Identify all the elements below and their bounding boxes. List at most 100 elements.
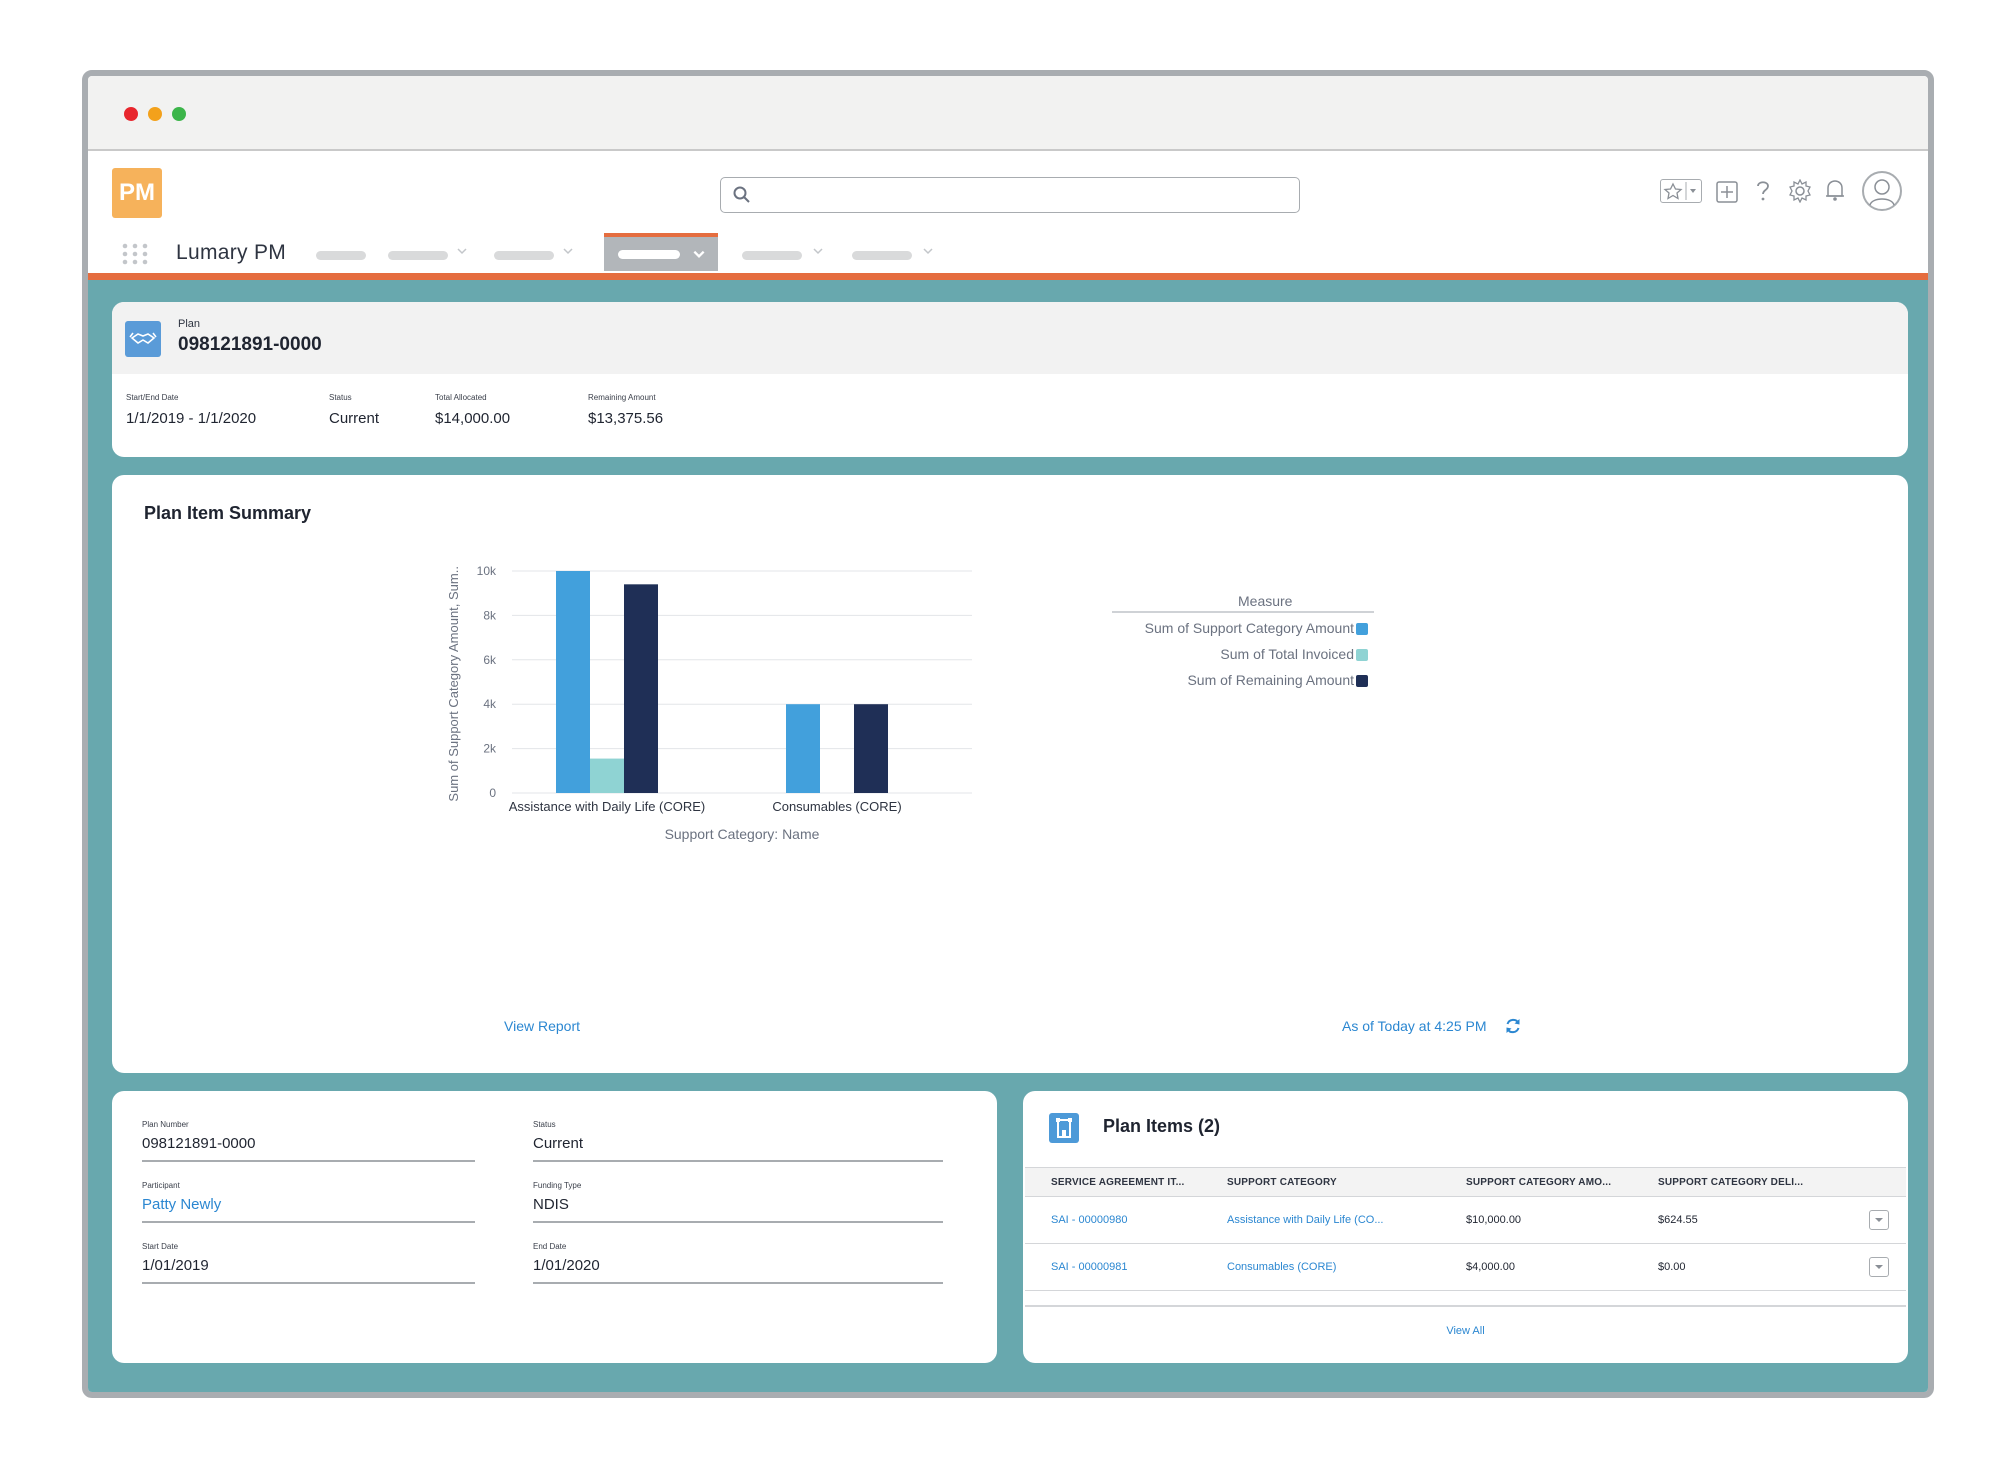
page-content: Plan 098121891-0000 Start/End Date 1/1/2… xyxy=(88,280,1928,1392)
row-menu-icon xyxy=(1875,1265,1883,1269)
chevron-down-icon[interactable] xyxy=(456,245,468,257)
legend-item-remaining[interactable]: Sum of Remaining Amount xyxy=(1187,672,1354,688)
chevron-down-icon[interactable] xyxy=(922,245,934,257)
service-agreement-item-link[interactable]: SAI - 00000980 xyxy=(1051,1214,1128,1226)
plan-number-label: Plan Number xyxy=(142,1120,189,1129)
support-category-amount: $10,000.00 xyxy=(1466,1214,1522,1226)
y-tick-label: 4k xyxy=(483,697,497,711)
legend-divider xyxy=(1112,611,1374,613)
plan-item-summary-card: Plan Item Summary 0 2k 4k 6k 8k 10k Assistance… xyxy=(112,475,1908,1073)
support-category-link[interactable]: Consumables (CORE) xyxy=(1227,1261,1337,1273)
nav-tab-1[interactable] xyxy=(316,251,366,260)
chart-bar[interactable] xyxy=(854,704,888,793)
nav-tab-3[interactable] xyxy=(494,251,554,260)
participant-link[interactable]: Patty Newly xyxy=(142,1196,222,1213)
highlight-label-total: Total Allocated xyxy=(435,393,487,402)
y-tick-label: 2k xyxy=(483,742,497,756)
service-agreement-item-link[interactable]: SAI - 00000981 xyxy=(1051,1261,1128,1273)
nav-tab-active[interactable] xyxy=(604,233,718,271)
legend-item-amount[interactable]: Sum of Support Category Amount xyxy=(1144,620,1354,636)
help-icon[interactable] xyxy=(1754,179,1772,203)
global-header: PM xyxy=(88,153,1928,273)
table-row: SAI - 00000980 Assistance with Daily Lif… xyxy=(1025,1197,1906,1244)
app-launcher-icon[interactable] xyxy=(122,243,148,265)
highlight-label-remaining: Remaining Amount xyxy=(588,393,656,402)
view-report-link[interactable]: View Report xyxy=(504,1018,581,1034)
chevron-down-icon[interactable] xyxy=(562,245,574,257)
table-footer-divider xyxy=(1025,1305,1906,1307)
window-titlebar xyxy=(88,76,1928,151)
participant-label: Participant xyxy=(142,1181,180,1190)
support-category-delivered: $0.00 xyxy=(1658,1261,1686,1273)
legend-swatch-remaining xyxy=(1356,675,1368,687)
record-type-label: Plan xyxy=(178,318,201,330)
user-avatar[interactable] xyxy=(1862,171,1902,211)
table-header: SERVICE AGREEMENT IT... SUPPORT CATEGORY… xyxy=(1025,1167,1906,1197)
record-title: 098121891-0000 xyxy=(178,334,322,355)
end-date-value: 1/01/2020 xyxy=(533,1257,600,1274)
column-header[interactable]: SUPPORT CATEGORY AMO... xyxy=(1466,1177,1612,1188)
chevron-down-icon[interactable] xyxy=(812,245,824,257)
legend-title: Measure xyxy=(1238,593,1293,609)
row-menu-button[interactable] xyxy=(1869,1210,1889,1230)
global-search-input[interactable] xyxy=(720,177,1300,213)
add-icon[interactable] xyxy=(1716,181,1738,203)
start-date-label: Start Date xyxy=(142,1242,179,1251)
view-all-link[interactable]: View All xyxy=(1446,1325,1485,1337)
plan-items-title[interactable]: Plan Items (2) xyxy=(1103,1116,1221,1136)
column-header[interactable]: SUPPORT CATEGORY xyxy=(1227,1177,1337,1188)
legend-item-invoiced[interactable]: Sum of Total Invoiced xyxy=(1220,646,1354,662)
funding-type-value: NDIS xyxy=(533,1196,569,1213)
chart-bar[interactable] xyxy=(786,704,820,793)
field-divider xyxy=(142,1221,475,1223)
y-tick-label: 8k xyxy=(483,608,497,622)
maximize-window-button[interactable] xyxy=(172,107,186,121)
settings-icon[interactable] xyxy=(1788,179,1812,203)
nav-tab-6[interactable] xyxy=(852,251,912,260)
plan-details-card: Plan Number 098121891-0000 Status Curren… xyxy=(112,1091,997,1363)
table-row: SAI - 00000981 Consumables (CORE) $4,000… xyxy=(1025,1244,1906,1291)
summary-bar-chart: 0 2k 4k 6k 8k 10k Assistance with Daily Life (… xyxy=(446,565,972,842)
close-window-button[interactable] xyxy=(124,107,138,121)
support-category-amount: $4,000.00 xyxy=(1466,1261,1515,1273)
row-menu-icon xyxy=(1875,1218,1883,1222)
legend-swatch-invoiced xyxy=(1356,649,1368,661)
chart-bar[interactable] xyxy=(590,758,624,793)
record-header: Plan 098121891-0000 xyxy=(112,302,1908,374)
nav-tab-2[interactable] xyxy=(388,251,448,260)
x-axis-title: Support Category: Name xyxy=(665,826,820,842)
chart-bar[interactable] xyxy=(624,584,658,793)
column-header[interactable]: SUPPORT CATEGORY DELI... xyxy=(1658,1177,1804,1188)
refresh-icon[interactable] xyxy=(1504,1017,1522,1035)
field-divider xyxy=(142,1282,475,1284)
record-header-card: Plan 098121891-0000 Start/End Date 1/1/2… xyxy=(112,302,1908,457)
as-of-timestamp: As of Today at 4:25 PM xyxy=(1342,1018,1487,1034)
nav-tab-active-label xyxy=(618,250,680,259)
favorites-button[interactable] xyxy=(1660,179,1702,203)
y-tick-label: 0 xyxy=(489,786,496,800)
field-divider xyxy=(533,1282,943,1284)
search-field[interactable] xyxy=(757,182,1287,208)
browser-window: PM xyxy=(82,70,1934,1398)
status-label: Status xyxy=(533,1120,556,1129)
y-tick-label: 10k xyxy=(477,565,497,578)
nav-tab-5[interactable] xyxy=(742,251,802,260)
x-tick-label: Assistance with Daily Life (CORE) xyxy=(509,799,706,814)
summary-title: Plan Item Summary xyxy=(144,503,312,523)
chart-bar[interactable] xyxy=(556,571,590,793)
highlight-value-dates: 1/1/2019 - 1/1/2020 xyxy=(126,410,257,427)
navigation-bar: Lumary PM xyxy=(88,233,1928,273)
support-category-delivered: $624.55 xyxy=(1658,1214,1698,1226)
minimize-window-button[interactable] xyxy=(148,107,162,121)
chevron-down-icon[interactable] xyxy=(692,247,706,261)
column-header[interactable]: SERVICE AGREEMENT IT... xyxy=(1051,1177,1185,1188)
highlight-label-status: Status xyxy=(329,393,352,402)
row-menu-button[interactable] xyxy=(1869,1257,1889,1277)
funding-type-label: Funding Type xyxy=(533,1181,582,1190)
notifications-icon[interactable] xyxy=(1824,178,1846,202)
support-category-link[interactable]: Assistance with Daily Life (CO... xyxy=(1227,1214,1384,1226)
field-divider xyxy=(533,1221,943,1223)
status-value: Current xyxy=(533,1135,584,1152)
app-logo: PM xyxy=(112,168,162,218)
plan-items-card: Plan Items (2) SERVICE AGREEMENT IT... S… xyxy=(1023,1091,1908,1363)
